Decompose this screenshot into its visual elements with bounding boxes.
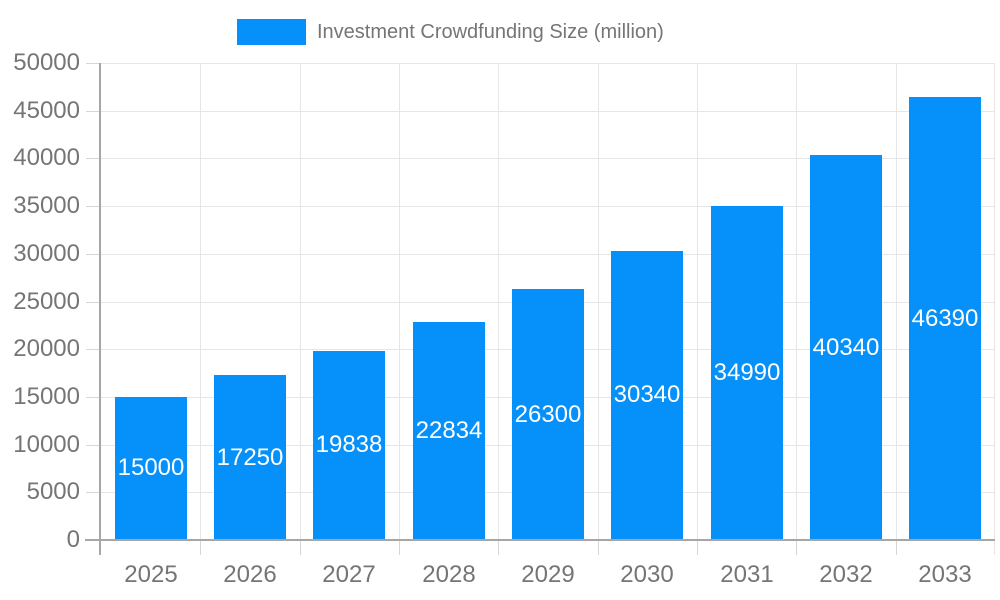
gridline-vertical	[697, 63, 698, 540]
gridline-vertical	[300, 63, 301, 540]
bar-value-label: 34990	[713, 359, 781, 386]
bar-2031	[711, 206, 783, 539]
y-axis-label: 45000	[13, 97, 80, 124]
y-axis-tick	[86, 492, 101, 493]
y-axis-tick	[86, 206, 101, 207]
plot-right-border	[994, 63, 995, 555]
gridline-vertical	[598, 63, 599, 540]
gridline-vertical	[896, 63, 897, 540]
bar-2032	[810, 155, 882, 539]
bar-2028	[413, 322, 485, 539]
y-axis-label: 25000	[13, 288, 80, 315]
legend-label: Investment Crowdfunding Size (million)	[317, 21, 664, 43]
y-axis-label: 35000	[13, 192, 80, 219]
x-axis-label: 2025	[124, 561, 178, 588]
bar-2030	[611, 251, 683, 539]
x-axis-label: 2031	[720, 561, 774, 588]
y-axis-tick	[86, 63, 101, 64]
x-axis-label: 2032	[819, 561, 873, 588]
y-axis-label: 0	[66, 526, 80, 553]
y-axis-label: 5000	[26, 478, 80, 505]
gridline-vertical	[796, 63, 797, 540]
x-axis-tick	[399, 540, 400, 555]
y-axis-tick	[86, 111, 101, 112]
bar-value-label: 30340	[613, 381, 681, 408]
bar-2029	[512, 289, 584, 539]
gridline-vertical	[498, 63, 499, 540]
y-axis-label: 40000	[13, 144, 80, 171]
bar-value-label: 26300	[514, 401, 582, 428]
bar-2033	[909, 97, 981, 539]
bar-value-label: 17250	[216, 444, 284, 471]
x-axis-label: 2033	[918, 561, 972, 588]
gridline-vertical	[200, 63, 201, 540]
y-axis-label: 30000	[13, 240, 80, 267]
x-axis-label: 2028	[422, 561, 476, 588]
gridline-horizontal	[101, 254, 995, 255]
y-axis-tick	[86, 445, 101, 446]
y-axis-tick	[86, 254, 101, 255]
x-axis-tick	[498, 540, 499, 555]
x-axis-line	[85, 539, 995, 541]
x-axis-tick	[200, 540, 201, 555]
bar-value-label: 40340	[812, 334, 880, 361]
y-axis-tick	[86, 302, 101, 303]
x-axis-label: 2027	[322, 561, 376, 588]
bar-2025	[115, 397, 187, 539]
y-axis-label: 15000	[13, 383, 80, 410]
y-axis-label: 50000	[13, 49, 80, 76]
bar-2027	[313, 351, 385, 539]
gridline-horizontal	[101, 206, 995, 207]
y-axis-tick	[86, 158, 101, 159]
x-axis-tick	[598, 540, 599, 555]
bar-value-label: 15000	[117, 454, 185, 481]
x-axis-label: 2029	[521, 561, 575, 588]
bar-2026	[214, 375, 286, 539]
gridline-horizontal	[101, 63, 995, 64]
y-axis-tick	[86, 397, 101, 398]
y-axis-label: 20000	[13, 335, 80, 362]
x-axis-tick	[896, 540, 897, 555]
y-axis-tick	[86, 349, 101, 350]
x-axis-tick	[796, 540, 797, 555]
x-axis-tick	[300, 540, 301, 555]
gridline-horizontal	[101, 111, 995, 112]
y-axis-label: 10000	[13, 431, 80, 458]
x-axis-label: 2026	[223, 561, 277, 588]
legend-swatch	[237, 19, 306, 45]
x-axis-tick	[697, 540, 698, 555]
x-axis-label: 2030	[620, 561, 674, 588]
gridline-horizontal	[101, 158, 995, 159]
bar-value-label: 19838	[315, 431, 383, 458]
gridline-vertical	[399, 63, 400, 540]
bar-value-label: 46390	[911, 305, 979, 332]
bar-value-label: 22834	[415, 417, 483, 444]
y-axis-line	[99, 63, 101, 555]
